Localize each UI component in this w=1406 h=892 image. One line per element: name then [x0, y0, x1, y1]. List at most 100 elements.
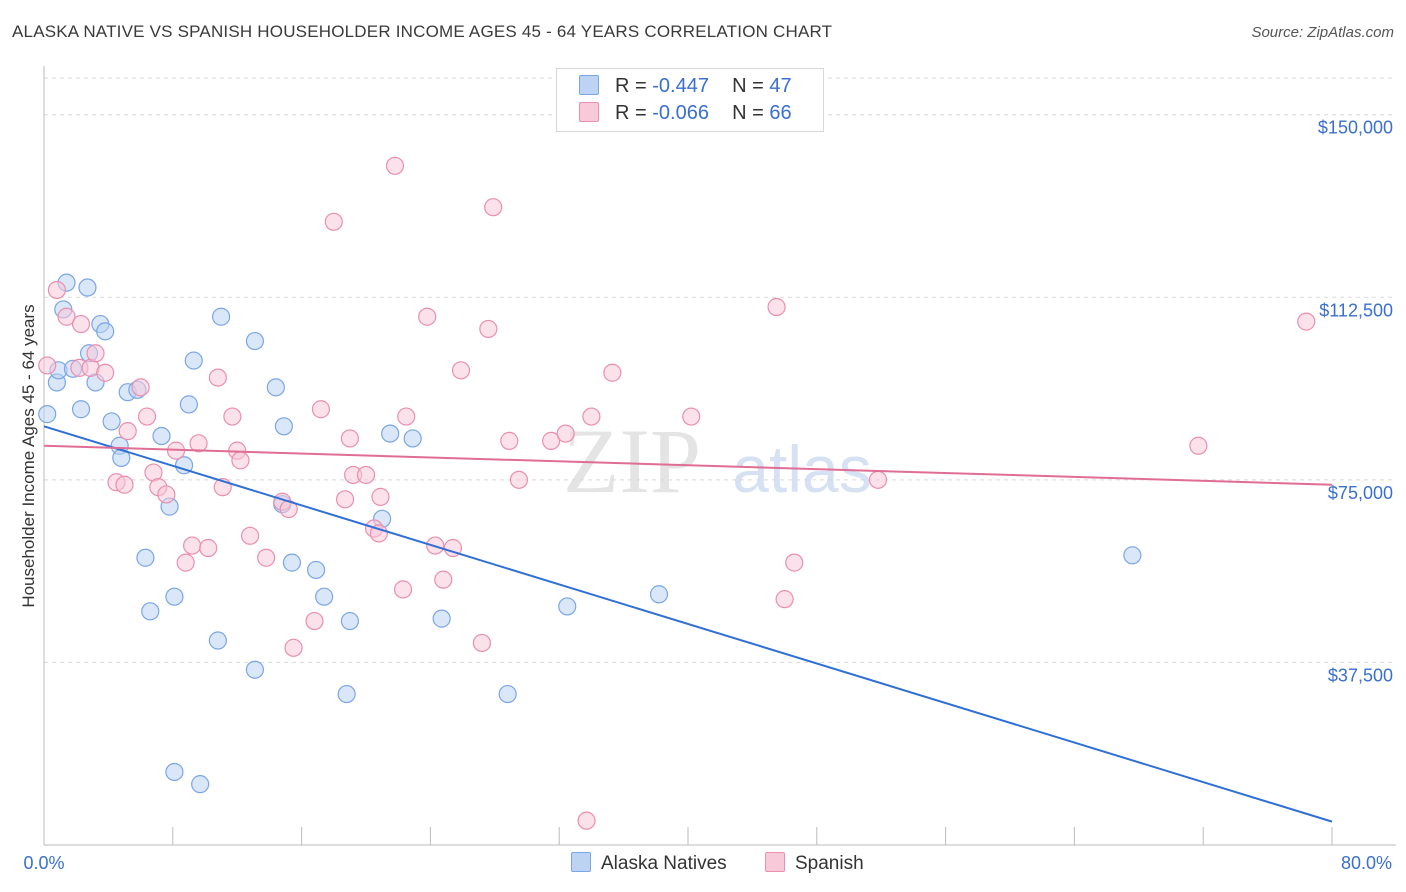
alaska-natives-point [337, 684, 356, 704]
r-label: R = [615, 102, 647, 124]
spanish-point [115, 475, 134, 494]
chart-title: ALASKA NATIVE VS SPANISH HOUSEHOLDER INC… [12, 22, 833, 41]
alaska-natives-point [212, 307, 231, 326]
spanish-point [324, 212, 343, 231]
spanish-point [223, 407, 242, 426]
spanish-point [868, 470, 888, 489]
r-value: -0.066 [652, 102, 709, 124]
spanish-point [38, 356, 57, 375]
spanish-point [189, 434, 208, 453]
r-value: -0.447 [652, 75, 709, 97]
alaska-natives-point [340, 611, 359, 631]
legend-label: Alaska Natives [601, 853, 727, 874]
alaska-natives-point [306, 560, 326, 580]
alaska-natives-point [136, 548, 155, 567]
alaska-natives-point [498, 684, 517, 704]
legend-label: Spanish [795, 853, 864, 874]
spanish-point [418, 307, 437, 326]
alaska-natives-point [96, 322, 115, 341]
spanish-swatch [579, 102, 599, 122]
alaska-natives-point [78, 278, 97, 297]
alaska-natives-point [191, 775, 210, 794]
legend-item-alaska-natives: Alaska Natives [571, 852, 727, 875]
spanish-point [284, 638, 303, 657]
spanish-point [556, 424, 575, 443]
spanish-point [183, 536, 202, 555]
n-label: N = [732, 102, 764, 124]
alaska-natives-point [1123, 546, 1142, 565]
y-axis-label: Householder Income Ages 45 - 64 years [19, 304, 38, 607]
spanish-point [1189, 436, 1208, 455]
spanish-point [71, 314, 91, 334]
spanish-point [340, 429, 359, 448]
spanish-point [451, 361, 471, 380]
axes [43, 66, 1396, 846]
alaska-natives-point [165, 762, 184, 782]
spanish-point [118, 422, 137, 441]
correlation-legend: R = -0.447 N = 47 R = -0.066 N = 66 [556, 68, 824, 132]
spanish-point [369, 524, 388, 543]
spanish-point [542, 431, 561, 450]
trend-lines [43, 425, 1333, 823]
n-value: 66 [769, 102, 792, 124]
r-label: R = [615, 75, 647, 97]
alaska-natives-point [381, 424, 400, 443]
spanish-point [393, 580, 413, 599]
spanish-point [1297, 312, 1316, 331]
alaska-natives-point [315, 587, 334, 606]
y-tick-label: $150,000 [1318, 118, 1393, 138]
n-value: 47 [769, 75, 792, 97]
alaska-natives-point [649, 585, 669, 604]
legend-row-spanish: R = -0.066 N = 66 [579, 102, 792, 126]
spanish-point [86, 344, 105, 363]
x-tick-label: 80.0% [1341, 853, 1392, 873]
spanish-point [356, 465, 376, 485]
alaska-natives-point [174, 456, 194, 475]
spanish-point [311, 400, 331, 419]
spanish-point [509, 470, 529, 489]
spanish-point [603, 363, 622, 382]
alaska-natives-point [71, 400, 91, 419]
spanish-point [582, 407, 601, 426]
legend-item-spanish: Spanish [765, 852, 864, 875]
alaska-natives-point [152, 426, 171, 446]
spanish-point [577, 811, 596, 830]
alaska-natives-point [165, 587, 184, 606]
y-tick-label: $75,000 [1328, 483, 1393, 503]
spanish-point [305, 611, 324, 631]
alaska-natives-point [179, 395, 198, 414]
legend-row-alaska-natives: R = -0.447 N = 47 [579, 75, 792, 99]
spanish-point [57, 307, 76, 326]
spanish-point [208, 368, 227, 387]
spanish-point [397, 407, 416, 426]
spanish-swatch [765, 852, 785, 872]
n-label: N = [732, 75, 764, 97]
spanish-point [131, 378, 150, 397]
spanish-point [231, 451, 250, 470]
grid-lines [44, 77, 1396, 663]
alaska-natives-point [184, 351, 203, 370]
spanish-point [47, 280, 66, 300]
alaska-natives-swatch [579, 75, 599, 95]
spanish-point [240, 526, 260, 545]
spanish-point [176, 553, 195, 572]
spanish-point [371, 487, 390, 506]
spanish-point [472, 633, 492, 653]
spanish-point [500, 431, 519, 450]
alaska-natives-point [141, 602, 160, 621]
alaska-natives-point [245, 660, 265, 679]
spanish-point [257, 548, 276, 567]
alaska-natives-point [245, 331, 265, 351]
spanish-point [775, 590, 794, 609]
y-tick-label: $37,500 [1328, 665, 1393, 685]
tick-labels: $37,500 $75,000 $112,500 $150,000 0.0% 80.0% [23, 118, 1393, 873]
spanish-point [385, 156, 405, 175]
source-credit: Source: ZipAtlas.com [1251, 24, 1394, 41]
watermark-zip: ZIP [563, 410, 701, 512]
alaska-natives-point [266, 378, 285, 397]
alaska-natives-point [403, 429, 422, 448]
spanish-point [157, 485, 176, 504]
spanish-trend-line [43, 444, 1333, 486]
spanish-point [335, 490, 355, 509]
